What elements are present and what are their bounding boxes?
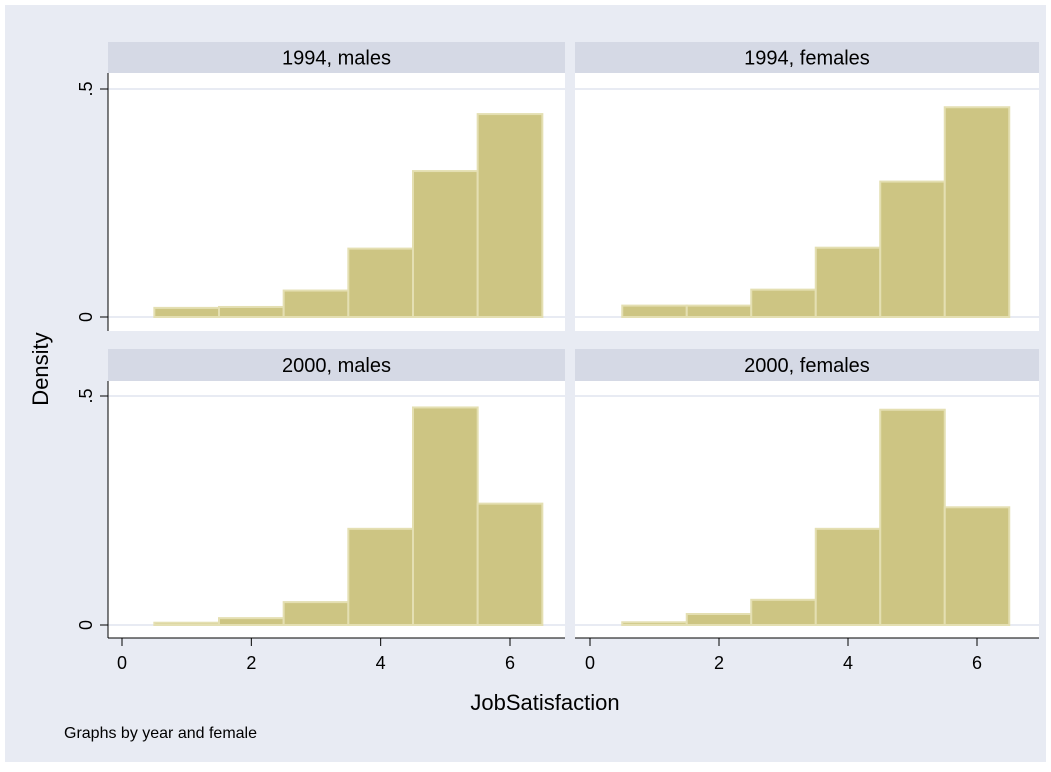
y-axis: 0.5 <box>76 73 109 331</box>
histogram-bar <box>814 527 882 627</box>
x-tick-label: 4 <box>376 653 386 673</box>
histogram-bar <box>750 598 817 626</box>
y-tick-label: .5 <box>76 81 96 96</box>
x-tick-label: 4 <box>843 653 853 673</box>
panels-layer: 1994, males 1994, females 2000, males 2000,… <box>108 42 1039 638</box>
histogram-bar <box>412 406 479 627</box>
panel-title: 1994, females <box>744 48 870 70</box>
x-axis-title: JobSatisfaction <box>470 690 619 715</box>
panel: 1994, females <box>575 42 1039 331</box>
x-tick-label: 0 <box>117 653 127 673</box>
x-tick-label: 0 <box>585 653 595 673</box>
histogram-bar <box>282 601 350 626</box>
histogram-bar <box>750 288 817 319</box>
panel-title: 2000, males <box>282 355 391 377</box>
histogram-bar <box>153 621 220 627</box>
histogram-bar <box>347 247 415 319</box>
panel-title: 1994, males <box>282 48 391 70</box>
panel-strip <box>108 349 565 381</box>
histogram-bar <box>282 289 350 319</box>
histogram-bar <box>412 170 479 318</box>
histogram-bar <box>621 304 688 319</box>
histogram-bar <box>218 305 285 318</box>
histogram-bar <box>347 527 415 627</box>
y-tick-label: .5 <box>76 388 96 403</box>
histogram-bar <box>814 246 882 318</box>
panel-title: 2000, females <box>744 355 870 377</box>
histogram-bar <box>685 304 753 319</box>
axes-layer: 0.50.50 2 4 6 0 2 4 6 <box>76 73 1039 673</box>
y-axis-title: Density <box>28 332 53 405</box>
panel-strip <box>108 42 565 73</box>
panel-strip <box>575 349 1039 381</box>
x-tick-label: 2 <box>714 653 724 673</box>
x-tick-label: 2 <box>246 653 256 673</box>
x-axis: 0 2 4 6 <box>108 637 565 673</box>
histogram-bar <box>879 180 946 318</box>
histogram-bar <box>153 306 220 319</box>
panel: 2000, males <box>108 349 565 638</box>
x-axis: 0 2 4 6 <box>575 637 1039 673</box>
y-tick-label: 0 <box>76 312 96 322</box>
histogram-bar <box>476 113 544 318</box>
histogram-bar <box>943 106 1011 318</box>
histogram-bar <box>879 408 946 626</box>
panel: 2000, females <box>575 349 1039 638</box>
histogram-bar <box>685 613 753 626</box>
histogram-bar <box>476 502 544 627</box>
x-tick-label: 6 <box>505 653 515 673</box>
panel: 1994, males <box>108 42 565 331</box>
x-tick-label: 6 <box>972 653 982 673</box>
y-tick-label: 0 <box>76 620 96 630</box>
histogram-bar <box>943 506 1011 627</box>
histogram-bar <box>621 621 688 627</box>
graph-note: Graphs by year and female <box>64 725 257 742</box>
histogram-bar <box>218 617 285 627</box>
panel-strip <box>575 42 1039 73</box>
y-axis: 0.5 <box>76 381 109 638</box>
